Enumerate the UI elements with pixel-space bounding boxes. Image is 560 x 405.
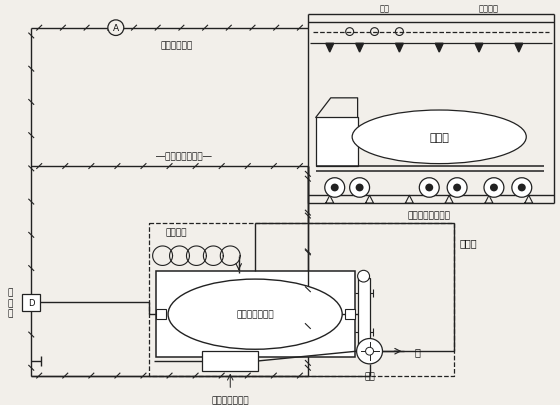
Circle shape	[331, 184, 339, 192]
Circle shape	[447, 178, 467, 198]
Polygon shape	[515, 44, 523, 53]
Bar	[22, 294, 40, 311]
Circle shape	[356, 184, 363, 192]
Text: 探头: 探头	[380, 5, 389, 14]
Ellipse shape	[168, 279, 342, 350]
Text: 落地雾化泡沫喷头: 落地雾化泡沫喷头	[408, 211, 451, 220]
Text: A: A	[113, 24, 119, 33]
Bar	[202, 351, 258, 371]
Bar	[344, 309, 354, 319]
Circle shape	[358, 271, 370, 282]
Text: 信号放大装置: 信号放大装置	[161, 42, 193, 51]
Text: 泡沫喷头: 泡沫喷头	[479, 5, 499, 14]
Circle shape	[484, 178, 504, 198]
Bar	[156, 272, 354, 357]
Text: 水: 水	[414, 346, 420, 356]
Polygon shape	[475, 44, 483, 53]
Bar	[148, 223, 454, 376]
Circle shape	[425, 184, 433, 192]
Text: D: D	[28, 298, 35, 307]
Text: 雨
淤
阀: 雨 淤 阀	[8, 288, 13, 318]
Polygon shape	[356, 44, 363, 53]
Circle shape	[108, 21, 124, 36]
Text: 油槽车: 油槽车	[430, 132, 449, 143]
Text: ―泡沫混合液管线―: ―泡沫混合液管线―	[156, 152, 211, 162]
Circle shape	[518, 184, 526, 192]
Bar	[156, 309, 166, 319]
Text: 水泵: 水泵	[364, 371, 375, 380]
Ellipse shape	[352, 111, 526, 164]
Bar	[358, 278, 370, 351]
Circle shape	[490, 184, 498, 192]
Circle shape	[512, 178, 532, 198]
Bar	[316, 118, 358, 166]
Circle shape	[366, 347, 374, 355]
Circle shape	[349, 178, 370, 198]
Text: 泡沫站: 泡沫站	[459, 237, 477, 247]
Text: 泡沫比例混合器: 泡沫比例混合器	[212, 395, 249, 405]
Circle shape	[419, 178, 439, 198]
Circle shape	[453, 184, 461, 192]
Polygon shape	[395, 44, 403, 53]
Circle shape	[325, 178, 344, 198]
Polygon shape	[326, 44, 334, 53]
Text: 囊式泡沫液储罐: 囊式泡沫液储罐	[236, 310, 274, 319]
Text: 辅助软管: 辅助软管	[166, 228, 187, 237]
Circle shape	[357, 339, 382, 364]
Polygon shape	[435, 44, 443, 53]
